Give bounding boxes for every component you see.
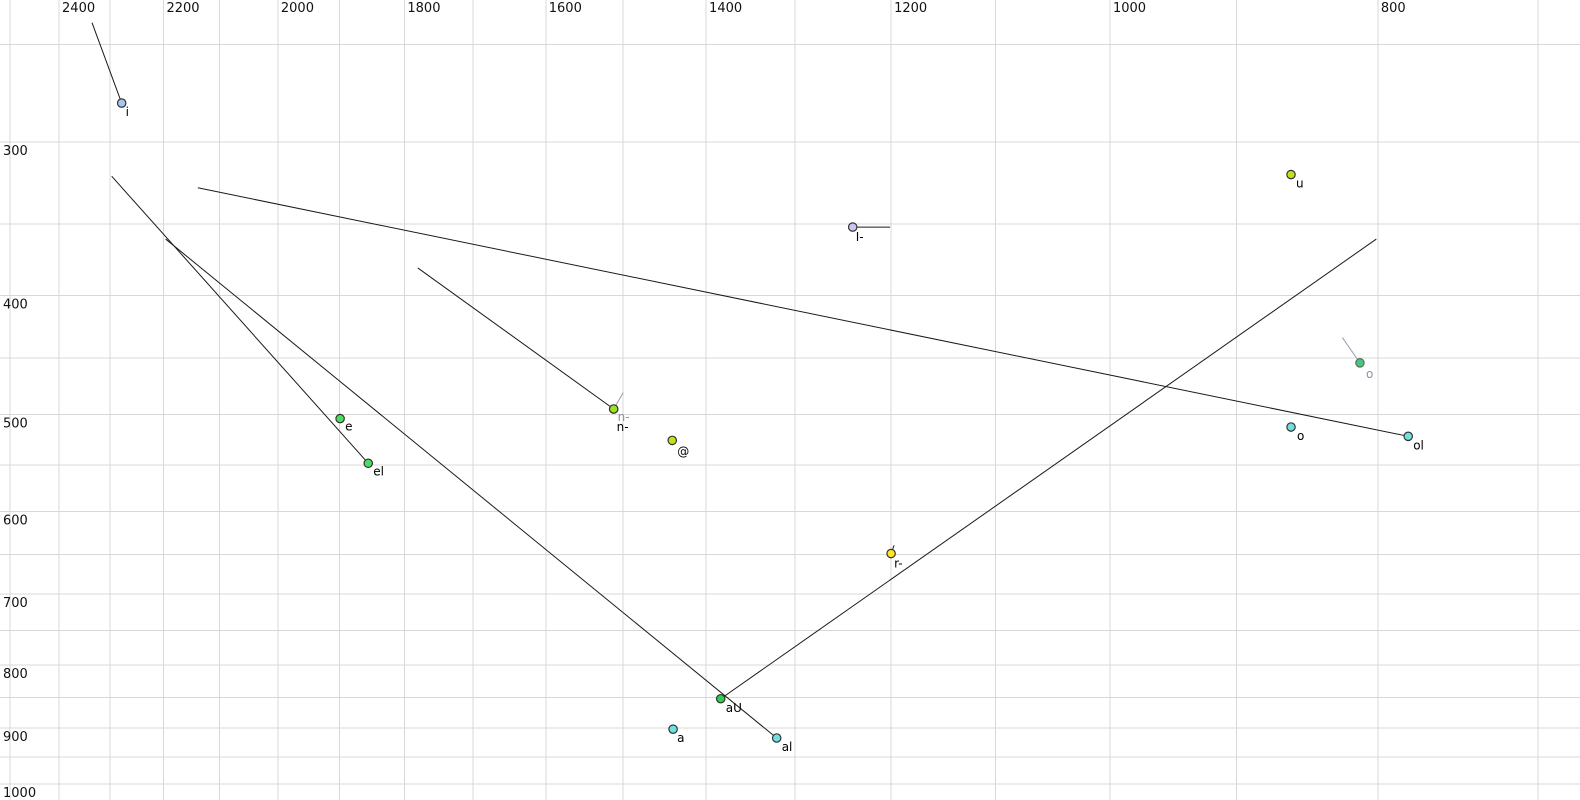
vowel-label: el — [373, 464, 384, 478]
y-tick-label: 800 — [3, 667, 28, 682]
glide-line — [197, 187, 1409, 437]
vowel-label: ol — [1413, 438, 1424, 452]
vowel-label: n- — [617, 420, 629, 434]
glide-line — [417, 267, 614, 410]
y-tick-label: 300 — [3, 144, 28, 159]
vowel-point[interactable] — [715, 693, 726, 704]
x-tick-label: 2200 — [166, 1, 199, 16]
vowel-point[interactable] — [847, 222, 858, 232]
y-tick-label: 500 — [3, 416, 28, 431]
vowel-label: u — [1296, 177, 1304, 191]
vowel-label: @ — [677, 444, 689, 458]
vowel-label: e — [345, 420, 352, 434]
x-tick-label: 1400 — [709, 1, 742, 16]
x-tick-label: 1200 — [894, 1, 927, 16]
x-tick-label: 1000 — [1113, 1, 1146, 16]
x-tick-label: 800 — [1381, 1, 1406, 16]
vowel-point[interactable] — [1286, 169, 1296, 180]
vowel-label: al — [782, 740, 793, 754]
y-tick-label: 400 — [3, 297, 28, 312]
vowel-label: a — [677, 731, 684, 745]
vowel-point[interactable] — [771, 733, 782, 743]
vowel-label: n- — [618, 410, 630, 424]
x-tick-label: 1800 — [407, 1, 440, 16]
vowel-point[interactable] — [1355, 358, 1365, 368]
glide-line — [111, 175, 369, 464]
vowel-point[interactable] — [667, 435, 678, 446]
x-tick-label: 2000 — [281, 1, 314, 16]
vowel-point[interactable] — [886, 548, 896, 559]
vowel-point[interactable] — [608, 404, 619, 414]
glide-line — [91, 22, 123, 104]
vowel-label: o — [1297, 429, 1304, 443]
vowel-point[interactable] — [363, 458, 374, 469]
y-tick-label: 1000 — [3, 786, 36, 800]
vowel-label: o — [1366, 367, 1373, 381]
vowel-point[interactable] — [116, 98, 127, 108]
vowel-label: i — [126, 105, 129, 119]
x-tick-label: 2400 — [62, 1, 95, 16]
glide-line — [720, 238, 1377, 700]
glide-line — [165, 238, 778, 739]
y-tick-label: 600 — [3, 514, 28, 529]
x-tick-label: 1600 — [549, 1, 582, 16]
vowel-point[interactable] — [668, 724, 678, 734]
vowel-point[interactable] — [1403, 431, 1414, 442]
vowel-label: r- — [894, 557, 903, 571]
vowel-point[interactable] — [335, 413, 345, 424]
y-tick-label: 700 — [3, 596, 28, 611]
vowel-point[interactable] — [1286, 422, 1296, 432]
y-tick-label: 900 — [3, 730, 28, 745]
glide-line — [1341, 337, 1361, 364]
vowel-label: I- — [856, 230, 864, 244]
vowel-label: aU — [726, 701, 742, 715]
